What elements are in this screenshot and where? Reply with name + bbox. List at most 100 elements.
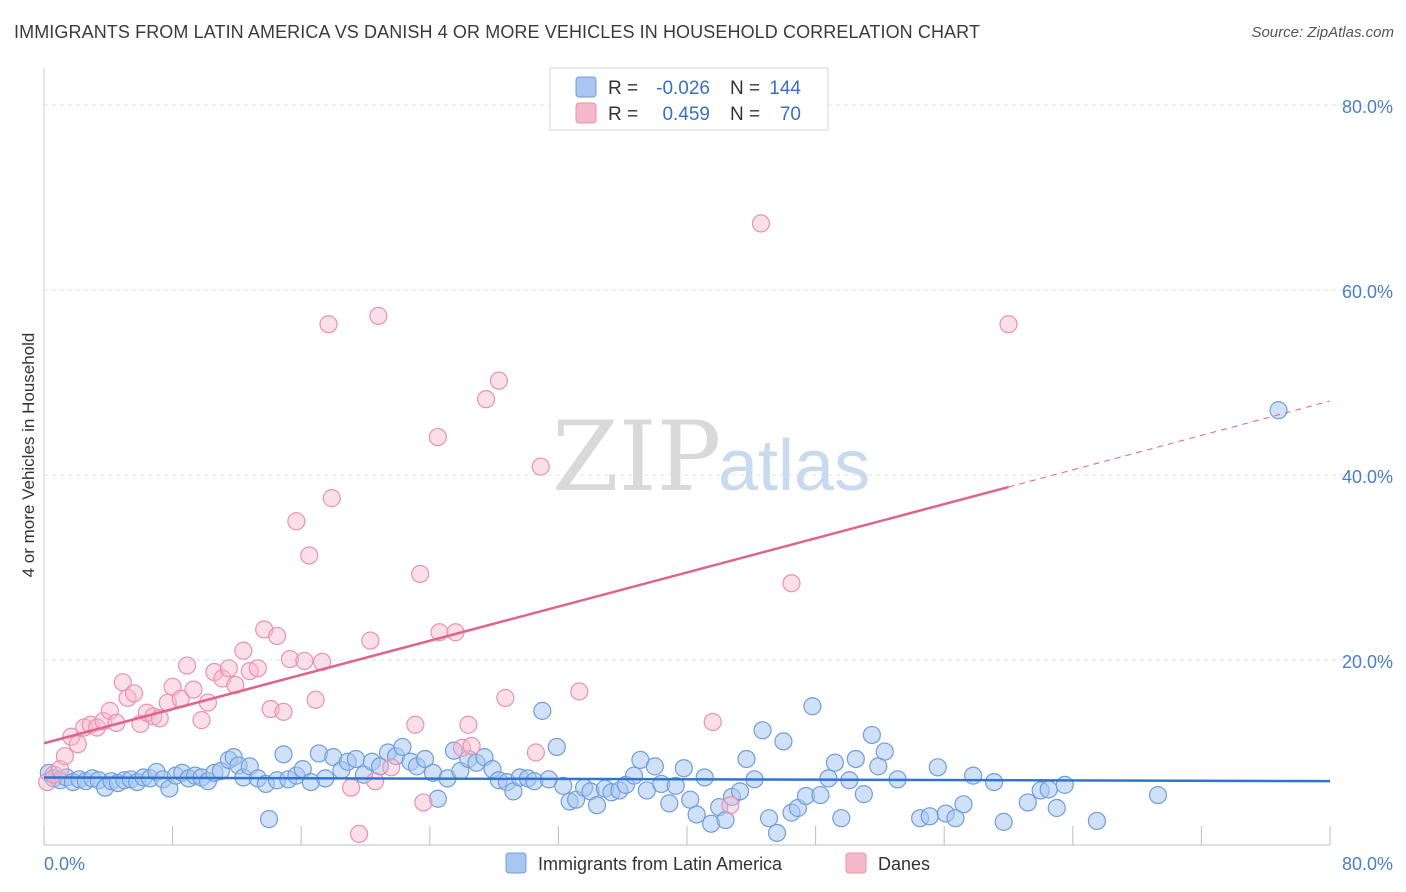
legend-swatch-pink bbox=[575, 102, 597, 124]
point-immigrants-120 bbox=[875, 742, 894, 761]
gridlines bbox=[44, 104, 1394, 661]
point-danes-68 bbox=[751, 214, 771, 233]
point-immigrants-92 bbox=[674, 759, 693, 778]
watermark-zip: ZIP bbox=[552, 401, 721, 513]
point-danes-36 bbox=[274, 702, 293, 721]
point-danes-37 bbox=[280, 649, 300, 669]
legend-r-label-pink: R = bbox=[608, 104, 638, 125]
legend-n-value-blue: 144 bbox=[769, 78, 801, 99]
point-immigrants-137 bbox=[1148, 785, 1168, 805]
y-tick-label-3: 80.0% bbox=[1342, 97, 1393, 117]
point-immigrants-131 bbox=[1018, 793, 1037, 812]
top-legend: R = -0.026 N = 144 R = 0.459 N = 70 bbox=[549, 67, 829, 131]
point-danes-30 bbox=[234, 641, 253, 660]
bottom-legend-swatch-blue bbox=[505, 852, 527, 874]
point-danes-60 bbox=[476, 390, 496, 409]
point-immigrants-126 bbox=[946, 809, 965, 828]
point-danes-38 bbox=[287, 512, 306, 531]
point-danes-48 bbox=[366, 772, 385, 791]
point-immigrants-75 bbox=[554, 776, 573, 795]
x-tick-labels: 0.0% 80.0% bbox=[44, 854, 1393, 874]
chart-title: IMMIGRANTS FROM LATIN AMERICA VS DANISH … bbox=[14, 22, 981, 42]
point-danes-54 bbox=[428, 427, 447, 447]
point-immigrants-88 bbox=[645, 757, 664, 776]
legend-r-value-pink: 0.459 bbox=[662, 104, 710, 125]
point-immigrants-114 bbox=[832, 809, 851, 828]
point-immigrants-113 bbox=[825, 753, 844, 772]
point-danes-24 bbox=[192, 711, 211, 730]
point-danes-14 bbox=[124, 684, 144, 703]
point-immigrants-58 bbox=[428, 789, 447, 808]
point-immigrants-94 bbox=[687, 805, 706, 824]
point-danes-39 bbox=[295, 651, 314, 671]
series-danes-points bbox=[38, 214, 1018, 844]
bottom-legend: Immigrants from Latin America Danes bbox=[505, 852, 930, 874]
point-danes-70 bbox=[999, 315, 1018, 334]
legend-n-value-pink: 70 bbox=[780, 104, 801, 125]
point-danes-66 bbox=[703, 712, 722, 732]
point-immigrants-129 bbox=[984, 772, 1004, 792]
series-immigrants-points bbox=[39, 401, 1288, 843]
point-danes-28 bbox=[219, 659, 238, 678]
point-immigrants-111 bbox=[811, 785, 830, 805]
watermark: ZIP atlas bbox=[552, 401, 870, 513]
watermark-atlas: atlas bbox=[718, 426, 870, 506]
point-immigrants-118 bbox=[862, 725, 881, 745]
y-tick-label-2: 60.0% bbox=[1342, 282, 1393, 302]
point-immigrants-80 bbox=[587, 796, 607, 815]
trendline-danes-extension bbox=[1008, 400, 1331, 488]
point-danes-59 bbox=[462, 736, 481, 756]
point-immigrants-104 bbox=[759, 809, 779, 828]
point-immigrants-127 bbox=[954, 795, 973, 814]
legend-r-label-blue: R = bbox=[608, 78, 638, 99]
point-immigrants-56 bbox=[415, 749, 435, 769]
point-immigrants-135 bbox=[1055, 775, 1074, 794]
point-immigrants-91 bbox=[666, 776, 685, 795]
point-danes-5 bbox=[68, 735, 87, 754]
point-immigrants-103 bbox=[753, 721, 772, 740]
point-immigrants-37 bbox=[274, 745, 293, 764]
point-immigrants-117 bbox=[854, 785, 873, 804]
point-immigrants-101 bbox=[737, 749, 756, 769]
y-axis-label: 4 or more Vehicles in Household bbox=[19, 333, 38, 578]
point-danes-52 bbox=[406, 715, 425, 734]
point-immigrants-116 bbox=[846, 749, 865, 769]
point-immigrants-105 bbox=[767, 823, 787, 843]
legend-n-label-blue: N = bbox=[730, 78, 760, 99]
bottom-legend-label-blue: Immigrants from Latin America bbox=[538, 854, 783, 874]
point-danes-32 bbox=[248, 659, 267, 678]
point-danes-46 bbox=[349, 824, 369, 844]
x-tick-label-0: 0.0% bbox=[44, 854, 85, 874]
point-danes-65 bbox=[570, 682, 589, 701]
point-immigrants-123 bbox=[920, 807, 939, 826]
trendline-immigrants bbox=[43, 776, 1331, 783]
point-immigrants-138 bbox=[1269, 401, 1288, 420]
point-danes-67 bbox=[721, 796, 740, 815]
trendline-danes bbox=[43, 485, 1009, 745]
point-immigrants-106 bbox=[774, 732, 793, 751]
point-danes-44 bbox=[322, 489, 341, 508]
point-danes-63 bbox=[526, 743, 545, 762]
point-immigrants-133 bbox=[1039, 780, 1058, 799]
x-tick-label-1: 80.0% bbox=[1342, 854, 1393, 874]
point-danes-51 bbox=[411, 564, 430, 584]
point-danes-22 bbox=[177, 656, 197, 675]
trendlines bbox=[43, 400, 1331, 783]
point-immigrants-100 bbox=[730, 782, 750, 801]
legend-n-label-pink: N = bbox=[730, 104, 760, 125]
point-immigrants-134 bbox=[1047, 798, 1066, 818]
point-danes-45 bbox=[341, 778, 361, 797]
point-immigrants-95 bbox=[695, 768, 714, 787]
legend-swatch-blue bbox=[575, 76, 597, 98]
point-danes-47 bbox=[361, 631, 380, 650]
point-danes-69 bbox=[782, 574, 801, 593]
point-immigrants-124 bbox=[928, 758, 947, 777]
point-danes-49 bbox=[369, 306, 388, 325]
point-immigrants-136 bbox=[1087, 811, 1107, 831]
axes bbox=[43, 68, 1331, 846]
point-immigrants-47 bbox=[346, 749, 365, 769]
point-danes-53 bbox=[414, 793, 433, 812]
point-immigrants-130 bbox=[994, 812, 1013, 831]
point-danes-35 bbox=[267, 626, 287, 646]
